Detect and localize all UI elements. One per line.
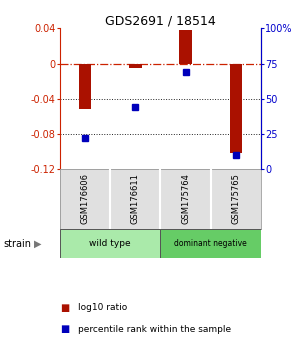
Bar: [160, 229, 261, 258]
Text: GSM175765: GSM175765: [231, 173, 240, 224]
Text: ▶: ▶: [34, 239, 41, 249]
Bar: [230, 63, 242, 153]
Text: percentile rank within the sample: percentile rank within the sample: [78, 325, 231, 334]
Text: GSM176611: GSM176611: [131, 173, 140, 224]
Text: ■: ■: [60, 303, 69, 313]
Text: strain: strain: [3, 239, 31, 249]
Bar: [129, 63, 142, 68]
Text: log10 ratio: log10 ratio: [78, 303, 127, 313]
Bar: [179, 30, 192, 63]
Text: GSM176606: GSM176606: [81, 173, 90, 224]
Text: wild type: wild type: [89, 239, 131, 248]
Text: GSM175764: GSM175764: [181, 173, 190, 224]
Title: GDS2691 / 18514: GDS2691 / 18514: [105, 14, 216, 27]
Bar: [60, 229, 160, 258]
Bar: [79, 63, 92, 109]
Text: dominant negative: dominant negative: [174, 239, 247, 248]
Text: ■: ■: [60, 324, 69, 334]
